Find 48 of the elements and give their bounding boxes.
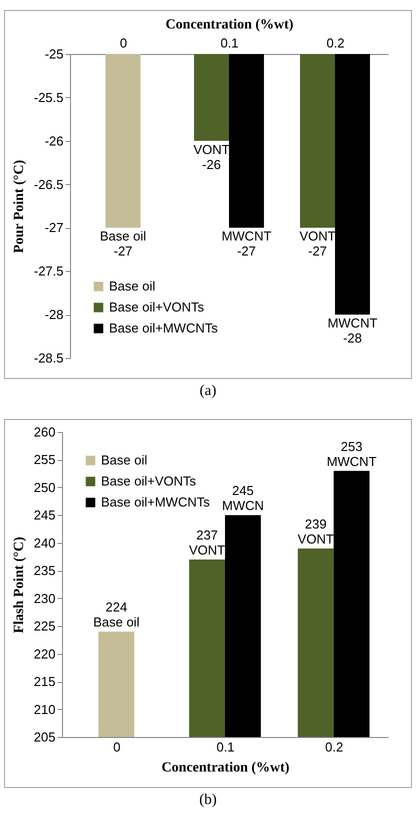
y-tick-label: 205 (34, 730, 56, 744)
y-tick-label: 235 (34, 563, 56, 578)
y-tick-label: -26 (44, 133, 64, 148)
legend-label: Base oil (101, 452, 148, 468)
text: MWCNT -27 (222, 228, 272, 259)
y-tick-label: 260 (34, 424, 56, 440)
y-tick-label: -28 (44, 307, 64, 322)
y-tick-label: 215 (34, 674, 56, 690)
y-tick-label: 230 (34, 590, 56, 606)
text: 245 MWCN (222, 483, 264, 514)
x-tick-label: 0.1 (220, 36, 239, 50)
y-tick-label: 240 (34, 535, 56, 550)
y-tick-label: -28.5 (34, 350, 64, 366)
y-tick-label: -25 (44, 46, 64, 62)
x2-axis-title: Concentration (%wt) (166, 18, 294, 32)
y-tick-label: 220 (34, 646, 56, 662)
legend-label: Base oil+MWCNTs (109, 320, 218, 336)
text: VONT -26 (193, 142, 230, 172)
y-tick-label: -25.5 (34, 90, 64, 105)
y-tick-label: 250 (34, 480, 56, 495)
text: 237 VONT (189, 528, 226, 558)
y-axis-title: Pour Point (°C) (12, 160, 27, 254)
text: 224 Base oil (93, 600, 140, 630)
y-tick-label: 210 (34, 702, 56, 717)
y-tick-label: 245 (34, 508, 56, 523)
legend-label: Base oil+MWCNTs (101, 494, 210, 510)
y-tick-label: 255 (34, 452, 56, 468)
x-tick-label: 0.2 (325, 740, 344, 754)
x-tick-label: 0.1 (216, 740, 235, 754)
x-axis-title: Concentration (%wt) (162, 760, 290, 776)
text: VONT -27 (299, 228, 336, 259)
legend-label: Base oil (109, 278, 156, 294)
y-axis-title: Flash Point (°C) (12, 536, 27, 634)
x-tick-label: 0.2 (326, 36, 345, 50)
y-tick-label: -27 (44, 220, 64, 236)
text: (a) (198, 383, 218, 401)
x-tick-label: 0 (120, 36, 128, 50)
x-tick-label: 0 (113, 740, 120, 754)
y-tick-label: -26.5 (34, 176, 64, 192)
y-tick-label: 225 (34, 618, 56, 634)
text: (b) (198, 792, 218, 810)
y-tick-label: -27.5 (34, 264, 64, 279)
legend-label: Base oil+VONTs (109, 300, 205, 314)
legend-label: Base oil+VONTs (101, 474, 197, 488)
text: 239 VONT (298, 516, 334, 546)
text: MWCNT -28 (328, 316, 378, 346)
text: 253 MWCNT (326, 438, 377, 469)
text: Base oil -27 (100, 228, 146, 259)
